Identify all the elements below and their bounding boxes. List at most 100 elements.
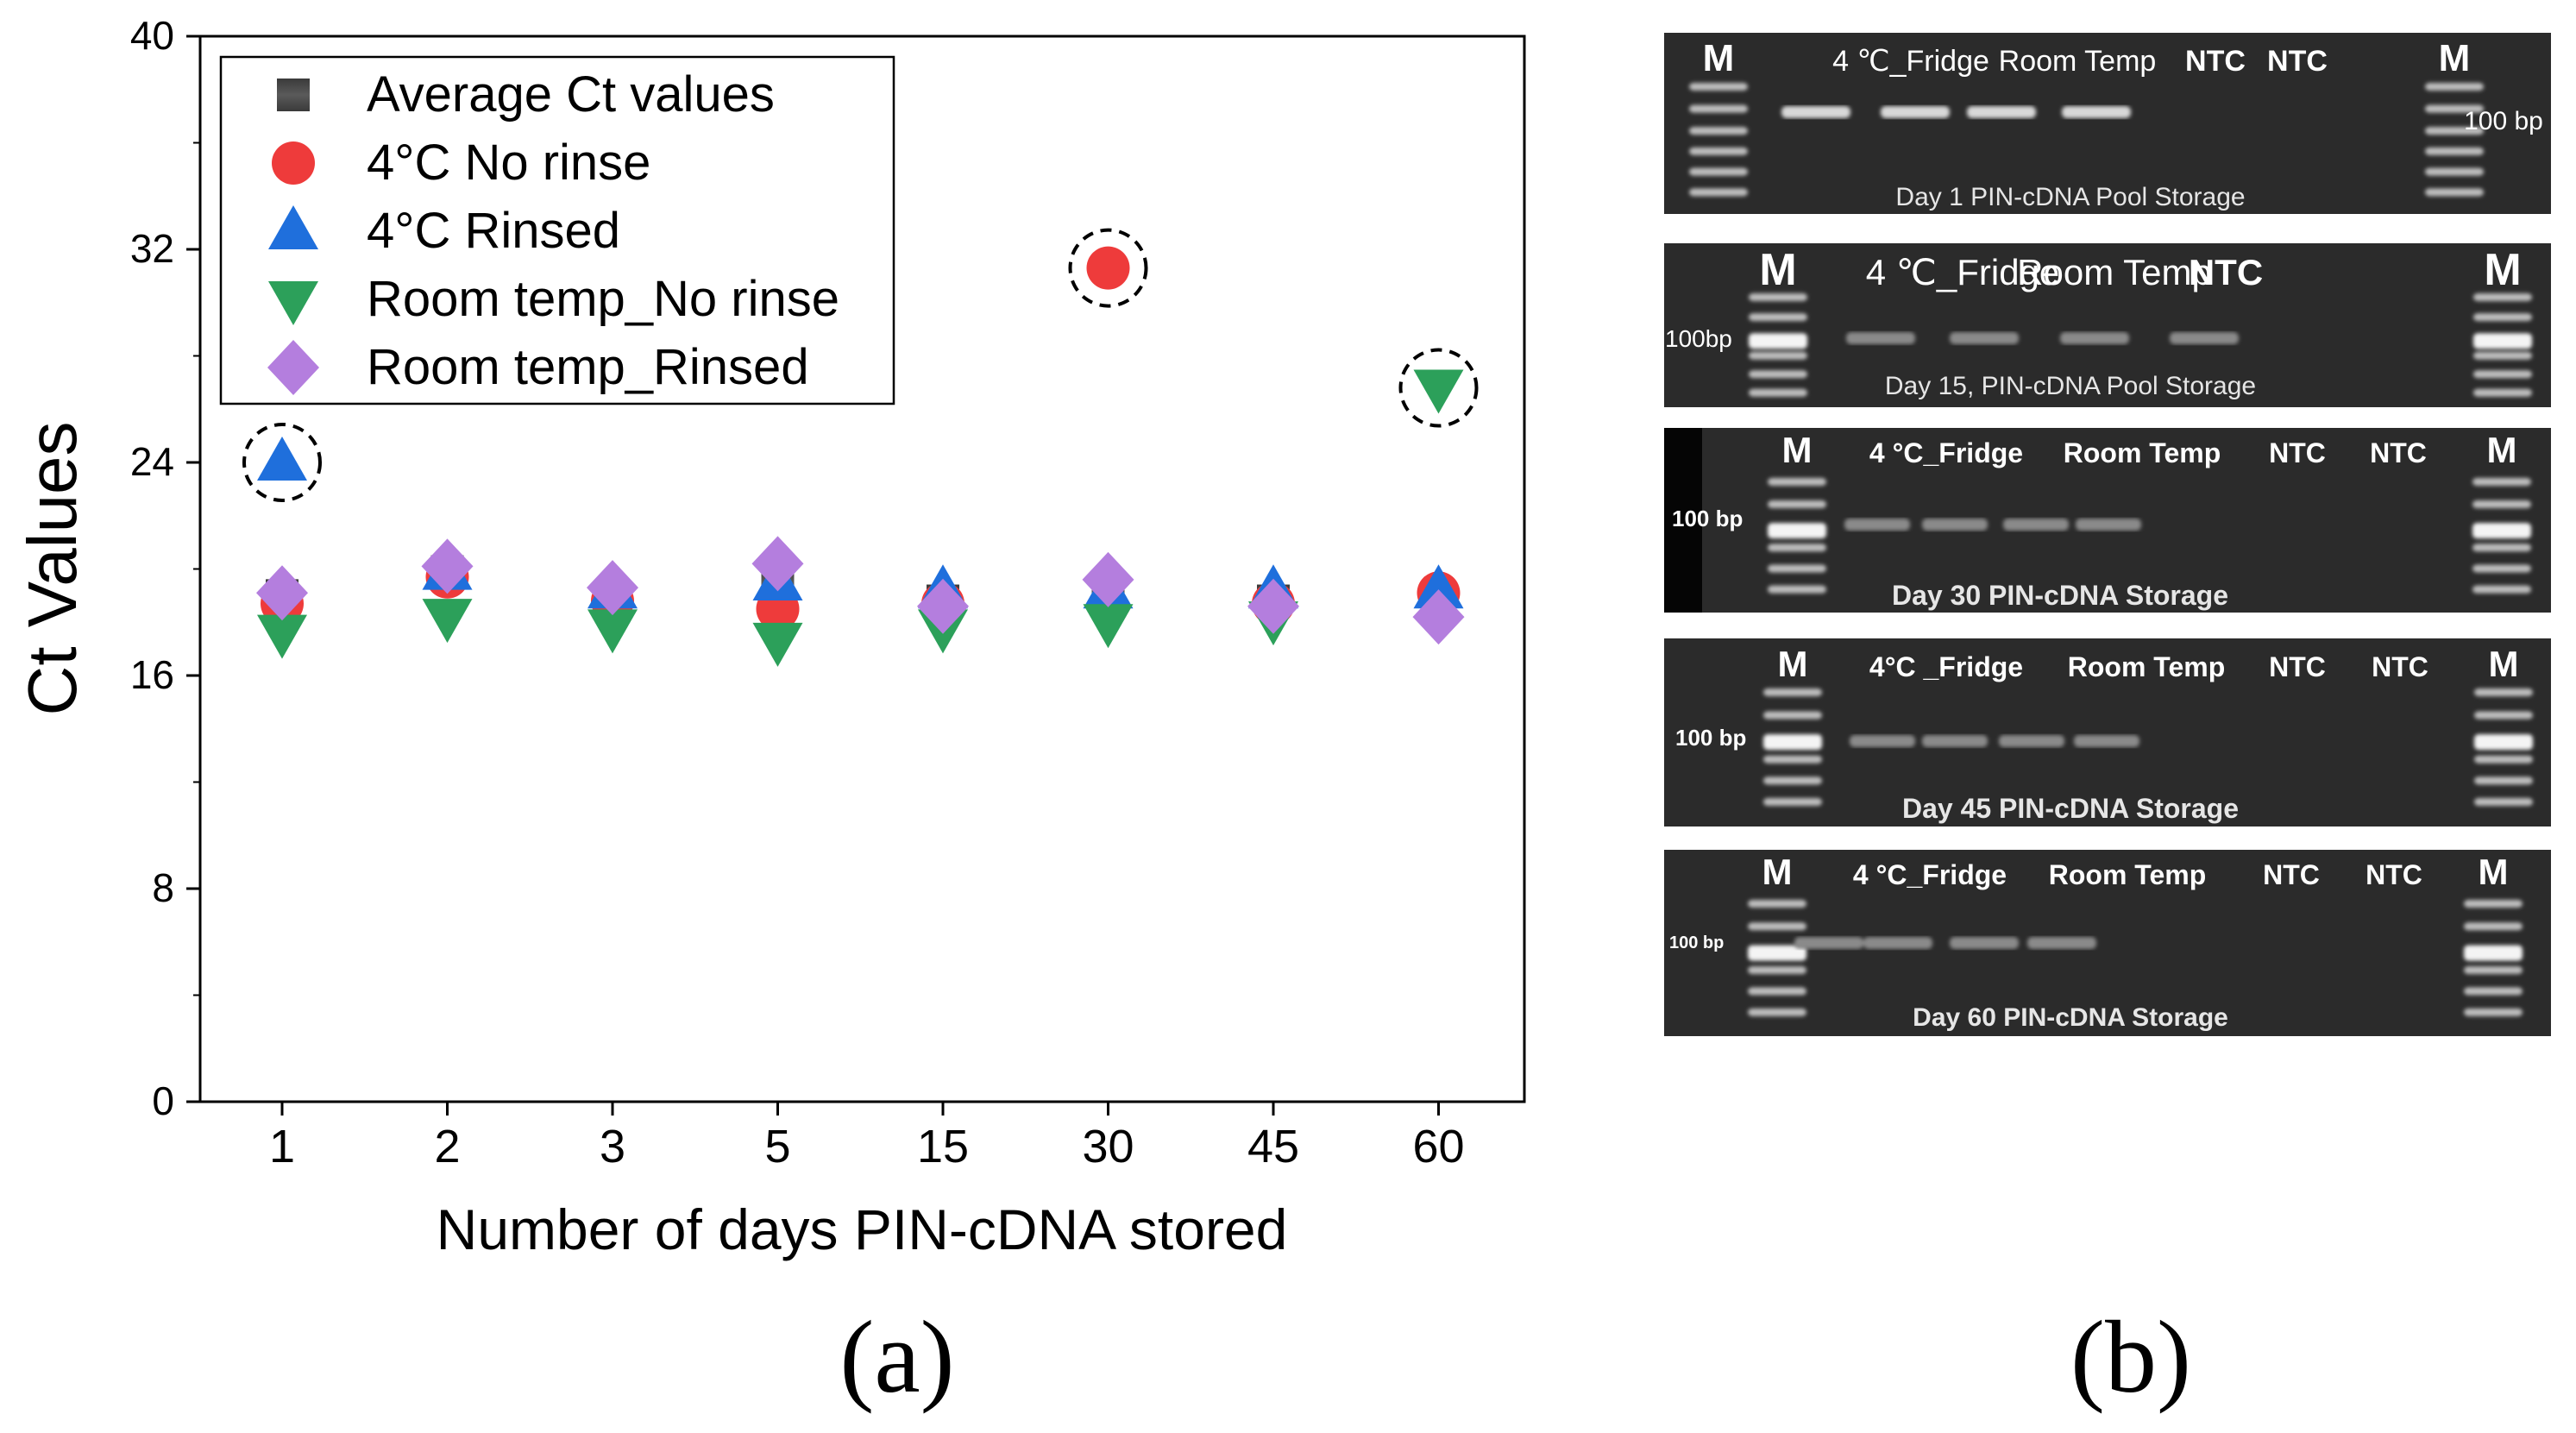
ladder-band xyxy=(1689,127,1748,135)
ladder-band xyxy=(2464,1008,2523,1016)
sample-band xyxy=(1794,937,1863,949)
ladder-band xyxy=(2425,147,2484,155)
ladder-band xyxy=(1748,1008,1806,1016)
sample-band xyxy=(2003,519,2069,531)
ladder-lane-2 xyxy=(2425,83,2484,197)
y-tick-label: 0 xyxy=(152,1078,174,1123)
legend-label-room-temp-rinsed: Room temp_Rinsed xyxy=(367,339,809,395)
gel-caption: Day 15, PIN-cDNA Pool Storage xyxy=(1885,372,2256,400)
gel-lane-label: 4 °C_Fridge xyxy=(1869,437,2023,468)
x-axis: 1 2 3 5 15 30 45 60 xyxy=(269,1102,1465,1172)
sample-band xyxy=(1967,106,2036,118)
point-room-temp-no-rinse-day-5 xyxy=(752,622,803,667)
y-tick-label: 16 xyxy=(130,652,174,697)
gel-lane-label: 4 ℃_Fridge xyxy=(1866,252,2060,292)
gel-size-marker: 100 bp xyxy=(2464,107,2543,135)
sample-band xyxy=(1863,937,1932,949)
legend: Average Ct values 4°C No rinse 4°C Rinsed R… xyxy=(219,55,895,405)
gel-lane-label: NTC xyxy=(2370,437,2427,468)
gel-lane-label: M xyxy=(1778,644,1808,684)
ladder-band xyxy=(1763,755,1822,764)
gel-lane-label: M xyxy=(2487,430,2517,470)
ladder-band xyxy=(1689,83,1748,91)
point-room-temp-no-rinse-day-30 xyxy=(1083,604,1134,649)
ladder-band xyxy=(2474,798,2533,807)
sample-band xyxy=(1999,735,2064,747)
gel-size-marker: 100bp xyxy=(1665,325,1732,352)
gel-size-marker: 100 bp xyxy=(1672,506,1743,531)
ladder-band xyxy=(2464,966,2523,975)
legend-label-room-temp-no-rinse: Room temp_No rinse xyxy=(367,271,839,327)
ladder-band xyxy=(2425,104,2484,113)
ladder-lane-1 xyxy=(1748,900,1806,1016)
ladder-lane-2 xyxy=(2464,900,2523,1016)
panel-label-a: (a) xyxy=(839,1299,954,1414)
x-tick-label: 3 xyxy=(600,1121,625,1172)
ladder-lane-1 xyxy=(1749,293,1807,397)
x-tick-label: 5 xyxy=(764,1121,790,1172)
gel-lane-label: 4 ℃_Fridge xyxy=(1832,45,1989,78)
sample-bands xyxy=(1846,332,2239,344)
ladder-band xyxy=(1749,293,1807,301)
gel-lane-label: NTC xyxy=(2372,651,2428,682)
gel-lane-label: Room Temp xyxy=(2017,252,2212,292)
point-room-temp-rinsed-day-2 xyxy=(421,538,474,594)
ladder-band xyxy=(1689,188,1748,197)
ladder-band xyxy=(1763,711,1822,720)
outlier-ring-day-30 xyxy=(1068,228,1148,308)
sample-band xyxy=(1950,937,2019,949)
ladder-band xyxy=(2473,293,2532,301)
sample-band xyxy=(2076,519,2141,531)
ladder-band xyxy=(1763,688,1822,696)
point-room-temp-rinsed-day-45 xyxy=(1247,578,1299,634)
ladder-band xyxy=(2474,688,2533,696)
gel-caption: Day 30 PIN-cDNA Storage xyxy=(1892,580,2228,611)
gel-lane-label: M xyxy=(1782,430,1813,470)
ladder-band xyxy=(1763,776,1822,785)
ladder-band xyxy=(2472,523,2531,539)
ladder-band xyxy=(1748,900,1806,908)
gel-image-1: M 4 ℃_Fridge Room Temp NTC NTC M 100 bp Day 1 P… xyxy=(1664,33,2551,214)
point-4-c-rinsed-day-60 xyxy=(1413,564,1464,609)
gel-size-marker: 100 bp xyxy=(1669,933,1724,952)
ladder-band xyxy=(2464,922,2523,931)
point-room-temp-rinsed-day-30 xyxy=(1082,551,1134,607)
gel-lane-label: M xyxy=(2479,852,2509,892)
ladder-band xyxy=(2474,711,2533,720)
x-tick-label: 2 xyxy=(434,1121,460,1172)
ladder-lane-1 xyxy=(1689,83,1748,197)
ladder-band xyxy=(2473,351,2532,360)
ladder-band xyxy=(2473,333,2532,349)
y-tick-label: 24 xyxy=(130,439,174,484)
ladder-band xyxy=(1768,564,1826,573)
gel-caption: Day 1 PIN-cDNA Pool Storage xyxy=(1895,183,2245,211)
ladder-band xyxy=(2464,945,2523,961)
ladder-band xyxy=(1763,798,1822,807)
gel-caption: Day 45 PIN-cDNA Storage xyxy=(1902,793,2239,824)
outlier-ring-day-60 xyxy=(1398,348,1479,428)
x-tick-label: 60 xyxy=(1412,1121,1464,1172)
y-tick-label: 40 xyxy=(130,13,174,58)
sample-band xyxy=(1781,106,1850,118)
gel-lane-label: NTC xyxy=(2189,252,2263,292)
x-axis-label: Number of days PIN-cDNA stored xyxy=(437,1197,1288,1261)
outlier-ring-day-1 xyxy=(242,423,322,502)
y-axis: 0 8 16 24 32 40 xyxy=(130,13,200,1123)
ladder-band xyxy=(1768,500,1826,509)
point-room-temp-no-rinse-day-60 xyxy=(1413,369,1464,414)
ladder-band xyxy=(1689,104,1748,113)
gel-lane-label: M xyxy=(2439,37,2471,79)
gel-lane-label: NTC xyxy=(2269,651,2326,682)
gel-lane-label: M xyxy=(1762,852,1793,892)
sample-band xyxy=(1846,332,1915,344)
x-tick-label: 1 xyxy=(269,1121,295,1172)
gel-background xyxy=(1664,638,2551,826)
gel-lane-label: Room Temp xyxy=(2049,859,2207,890)
ladder-band xyxy=(2425,83,2484,91)
ladder-band xyxy=(1768,523,1826,539)
ladder-band xyxy=(1749,370,1807,379)
ladder-band xyxy=(1749,333,1807,349)
y-tick-label: 8 xyxy=(152,865,174,910)
point-room-temp-rinsed-day-1 xyxy=(256,565,308,621)
